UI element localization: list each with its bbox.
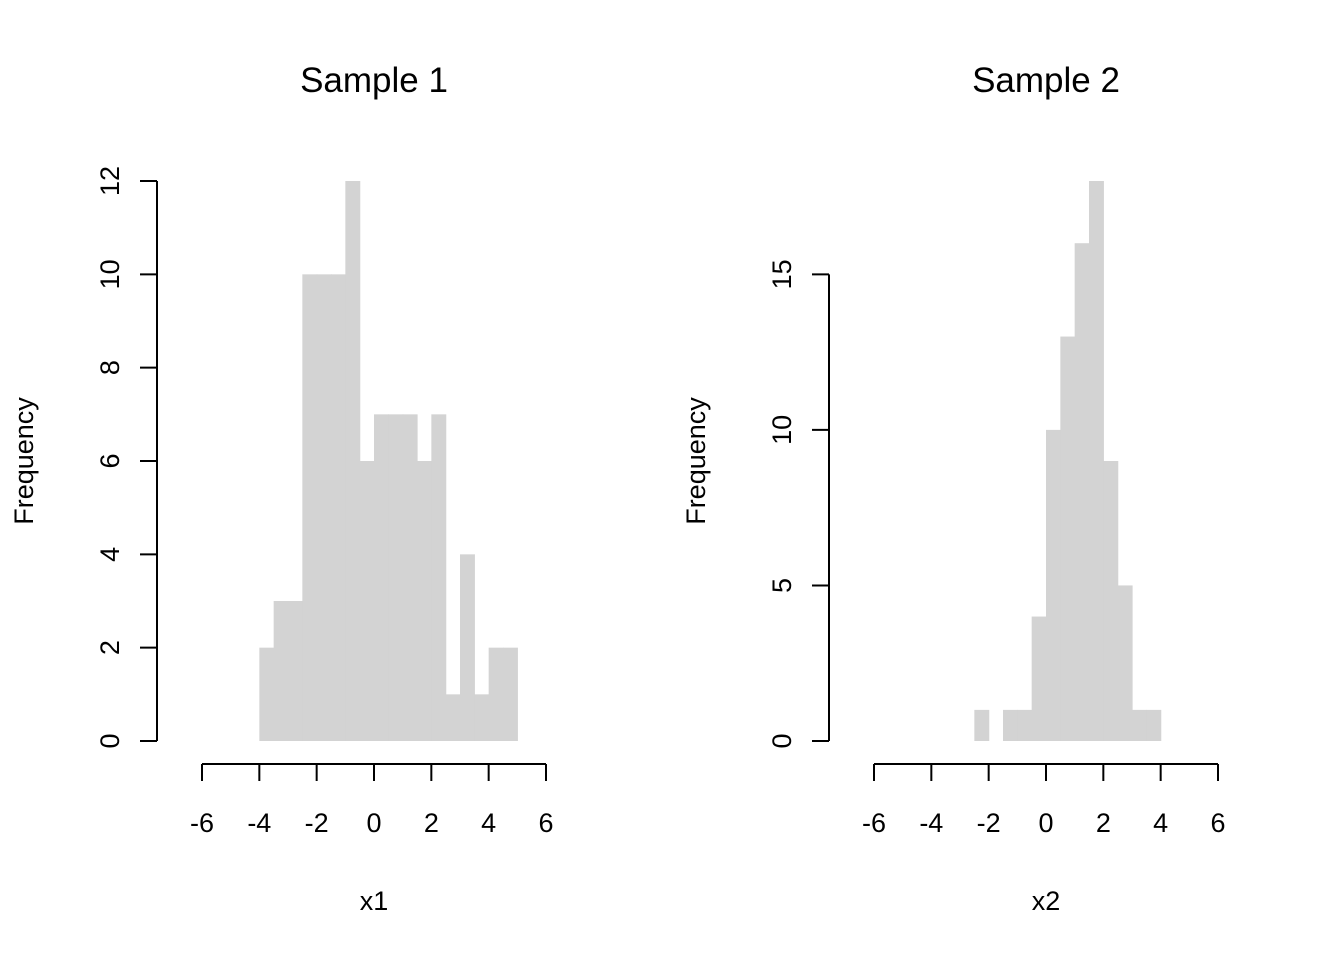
y-tick-label: 4	[95, 547, 125, 562]
histogram-bar	[1031, 616, 1047, 741]
histogram-bar	[1146, 709, 1162, 741]
histogram-bar	[402, 414, 418, 741]
y-axis: 0 2 4 6 8 10 12	[95, 166, 158, 749]
histogram-bar	[1132, 709, 1147, 741]
histogram-bar	[273, 601, 289, 741]
histogram-bar	[1017, 709, 1033, 741]
histogram-bar	[259, 647, 275, 741]
histogram-bar	[1003, 709, 1018, 741]
y-tick-label: 0	[95, 733, 125, 748]
y-axis: 0 5 10 15	[767, 259, 830, 749]
histogram-bar	[1117, 585, 1133, 741]
x-tick-label: -2	[305, 808, 329, 838]
histogram-bar	[1060, 336, 1076, 741]
y-tick-label: 5	[767, 578, 797, 593]
x-axis-label: x1	[360, 886, 389, 916]
x-tick-label: 0	[1038, 808, 1053, 838]
histogram-bar	[503, 647, 518, 741]
x-tick-label: 6	[1210, 808, 1225, 838]
x-tick-label: 4	[481, 808, 496, 838]
chart-title: Sample 2	[972, 61, 1120, 100]
y-tick-label: 0	[767, 733, 797, 748]
y-axis-label: Frequency	[681, 397, 711, 525]
x-axis-label: x2	[1032, 886, 1061, 916]
histogram-bar	[974, 709, 990, 741]
histogram-panel-sample-2: 0 5 10 15 -6 -4 -2 0 2 4 6 Sample 2 x2 Frequency	[681, 61, 1226, 916]
histogram-bar	[1074, 243, 1090, 741]
histogram-bars	[259, 181, 518, 741]
histogram-bar	[417, 461, 432, 741]
histogram-bar	[445, 694, 461, 741]
x-axis: -6 -4 -2 0 2 4 6	[190, 763, 554, 838]
x-axis: -6 -4 -2 0 2 4 6	[862, 763, 1226, 838]
histogram-panel-sample-1: 0 2 4 6 8 10 12 -6 -4 -2 0 2 4 6 Sample 1 x1 Frequency	[9, 61, 554, 916]
y-tick-label: 12	[95, 166, 125, 196]
x-tick-label: 2	[424, 808, 439, 838]
x-tick-label: -2	[977, 808, 1001, 838]
x-tick-label: 4	[1153, 808, 1168, 838]
histogram-bar	[345, 181, 361, 741]
y-tick-label: 10	[95, 259, 125, 289]
x-tick-label: -6	[862, 808, 886, 838]
histogram-bar	[488, 647, 504, 741]
x-tick-label: -6	[190, 808, 214, 838]
y-tick-label: 2	[95, 640, 125, 655]
y-tick-label: 10	[767, 415, 797, 445]
histogram-bar	[288, 601, 303, 741]
y-tick-label: 6	[95, 453, 125, 468]
histogram-bar	[359, 461, 375, 741]
histogram-bar	[474, 694, 490, 741]
x-tick-label: 2	[1096, 808, 1111, 838]
x-tick-label: 6	[538, 808, 553, 838]
histogram-bar	[302, 274, 318, 741]
histogram-bar	[331, 274, 346, 741]
histogram-bar	[460, 554, 475, 741]
y-axis-label: Frequency	[9, 397, 39, 525]
histogram-bar	[374, 414, 389, 741]
histogram-bar	[1103, 461, 1119, 741]
histogram-bar	[316, 274, 332, 741]
histogram-bar	[388, 414, 404, 741]
chart-title: Sample 1	[300, 61, 448, 100]
y-tick-label: 15	[767, 259, 797, 289]
y-tick-label: 8	[95, 360, 125, 375]
histogram-bar	[431, 414, 447, 741]
histogram-bars	[974, 181, 1162, 741]
x-tick-label: 0	[366, 808, 381, 838]
histogram-bar	[1089, 181, 1104, 741]
x-tick-label: -4	[247, 808, 271, 838]
x-tick-label: -4	[919, 808, 943, 838]
histogram-bar	[1046, 429, 1061, 741]
